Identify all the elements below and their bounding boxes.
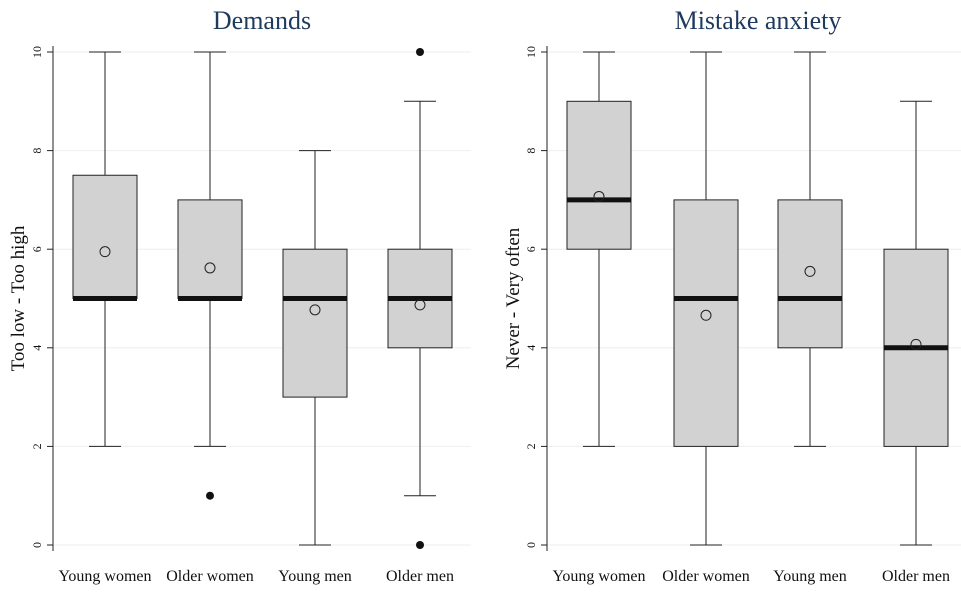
y-axis-label: Too low - Too high bbox=[8, 225, 29, 371]
box-2 bbox=[673, 51, 739, 546]
box-2 bbox=[177, 51, 243, 500]
box-3 bbox=[777, 51, 843, 447]
y-tick-label: 10 bbox=[30, 46, 44, 58]
box-3 bbox=[282, 150, 348, 546]
chart-title: Mistake anxiety bbox=[675, 6, 842, 35]
y-tick-label: 0 bbox=[524, 542, 538, 548]
iqr-box bbox=[566, 100, 632, 250]
y-tick-label: 10 bbox=[524, 46, 538, 58]
chart-title: Demands bbox=[213, 6, 311, 35]
box-1 bbox=[566, 51, 632, 447]
y-tick-label: 4 bbox=[30, 345, 44, 351]
y-tick-label: 0 bbox=[30, 542, 44, 548]
iqr-box bbox=[777, 199, 843, 349]
y-tick-label: 2 bbox=[524, 443, 538, 449]
mean-marker bbox=[99, 246, 111, 258]
x-category-label: Older men bbox=[386, 568, 454, 585]
iqr-box bbox=[673, 199, 739, 447]
mean-marker bbox=[910, 338, 922, 350]
x-category-label: Older women bbox=[166, 568, 254, 585]
outlier-point bbox=[416, 541, 424, 549]
x-category-label: Young women bbox=[552, 568, 645, 585]
x-category-label: Young women bbox=[58, 568, 151, 585]
x-category-label: Young men bbox=[773, 568, 847, 585]
box-1 bbox=[72, 51, 138, 447]
box-4 bbox=[883, 100, 949, 546]
y-tick-label: 6 bbox=[524, 246, 538, 252]
outlier-point bbox=[416, 48, 424, 56]
y-tick-label: 2 bbox=[30, 443, 44, 449]
mean-marker bbox=[804, 265, 816, 277]
mean-marker bbox=[204, 262, 216, 274]
outlier-point bbox=[206, 491, 214, 500]
y-tick-label: 8 bbox=[30, 148, 44, 154]
mean-marker bbox=[414, 299, 426, 311]
y-tick-label: 6 bbox=[30, 246, 44, 252]
y-tick-label: 8 bbox=[524, 148, 538, 154]
y-axis-label: Never - Very often bbox=[503, 227, 524, 369]
y-tick-label: 4 bbox=[524, 345, 538, 351]
iqr-box bbox=[177, 199, 243, 299]
x-category-label: Older men bbox=[882, 568, 950, 585]
chart-panel-2: 0 2 4 6 8 10 Mistake anxiety Never - Very often… bbox=[503, 6, 961, 585]
mean-marker bbox=[309, 304, 321, 316]
x-category-label: Older women bbox=[662, 568, 750, 585]
box-4 bbox=[387, 48, 453, 549]
x-category-label: Young men bbox=[278, 568, 352, 585]
iqr-box bbox=[72, 174, 138, 299]
mean-marker bbox=[593, 190, 605, 202]
mean-marker bbox=[700, 309, 712, 321]
iqr-box bbox=[282, 248, 348, 398]
chart-panel-1: 0 2 4 6 8 10 Demands Too low - Too high Young wo… bbox=[8, 6, 471, 585]
